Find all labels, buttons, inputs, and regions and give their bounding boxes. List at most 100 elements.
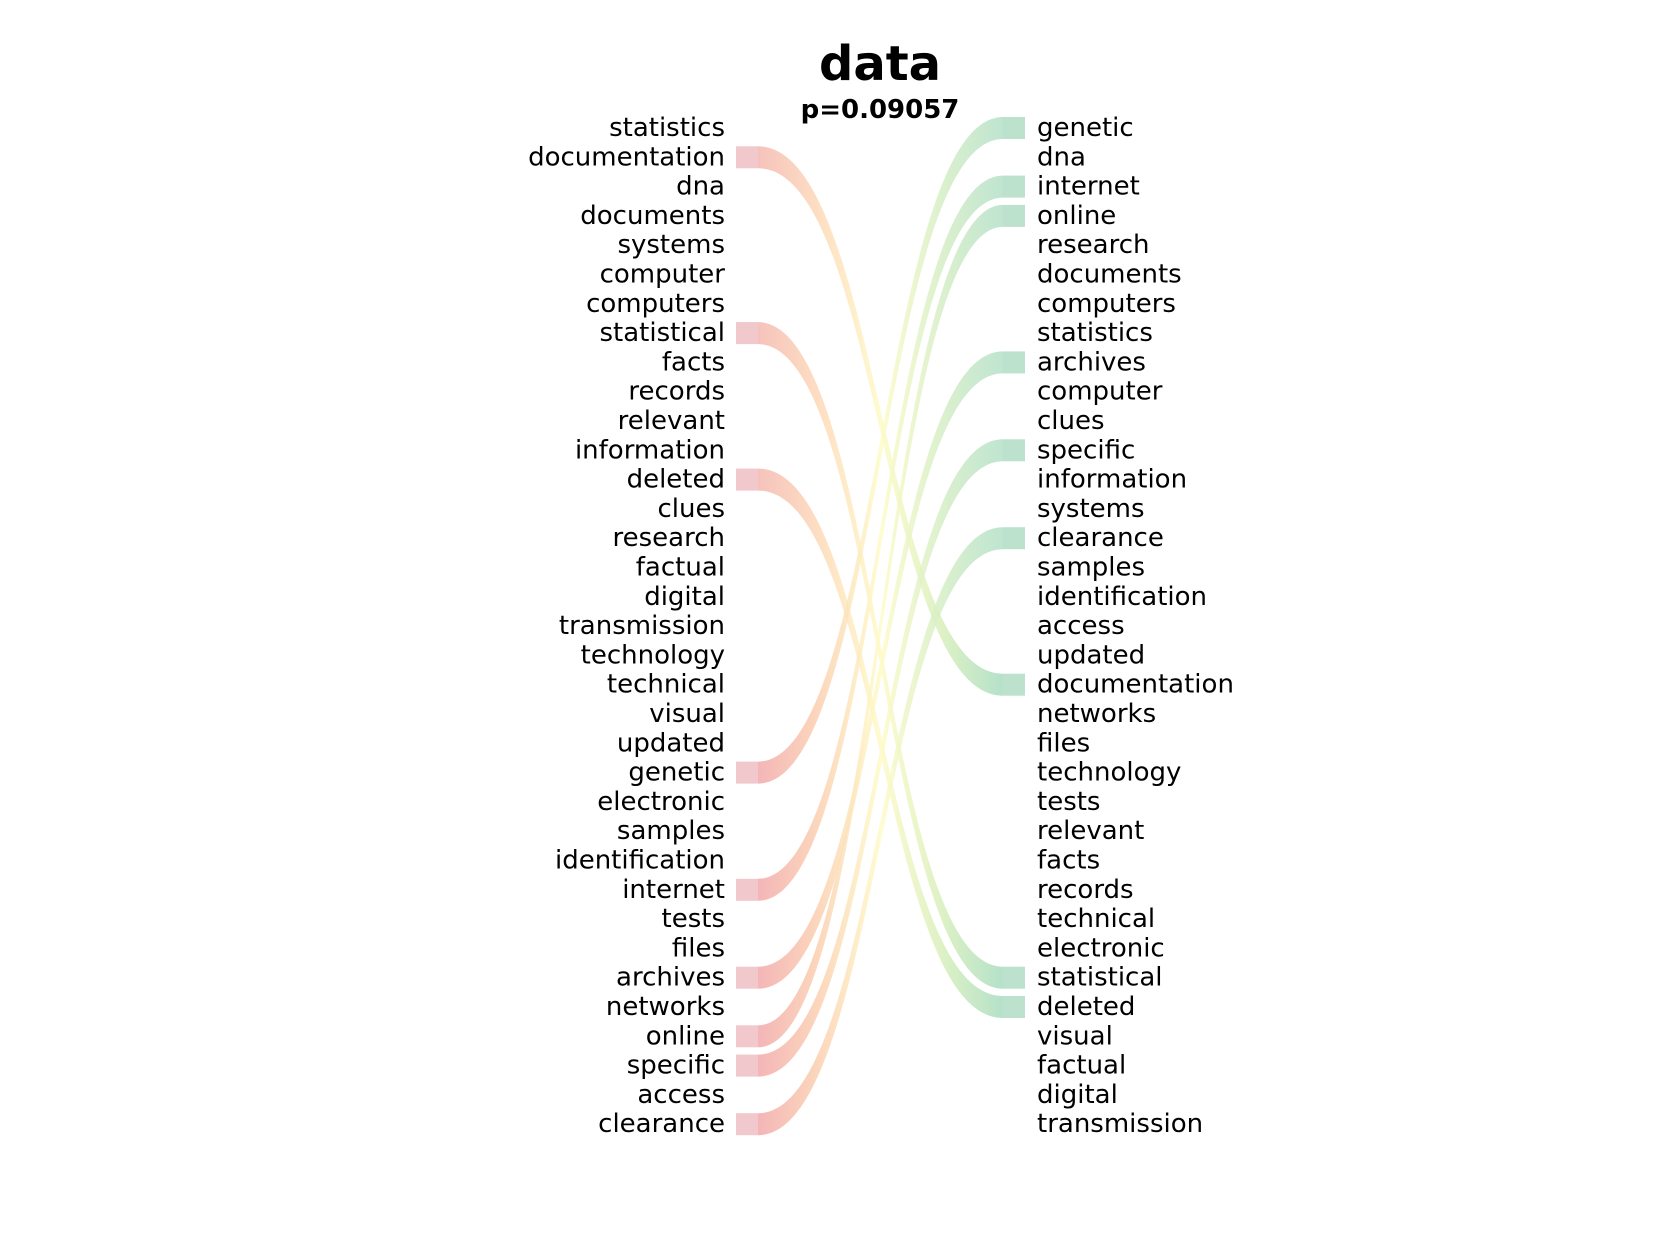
left-word-label: records	[628, 377, 725, 407]
right-word-label: files	[1037, 728, 1090, 758]
right-word-label: tests	[1037, 787, 1100, 817]
right-word-label: clearance	[1037, 523, 1164, 553]
right-word-label: digital	[1037, 1080, 1118, 1110]
left-word-label: dna	[676, 172, 725, 202]
right-marker-genetic	[1003, 117, 1025, 139]
left-word-label: technical	[607, 670, 725, 700]
left-word-label: systems	[617, 230, 725, 260]
right-marker-online	[1003, 204, 1025, 227]
left-word-label: research	[613, 523, 725, 553]
right-word-label: information	[1037, 465, 1187, 495]
left-word-label: online	[646, 1021, 725, 1051]
left-word-label: documents	[580, 201, 725, 231]
right-word-label: transmission	[1037, 1109, 1203, 1139]
link-band-deleted	[758, 468, 1003, 1019]
left-word-label: visual	[649, 699, 725, 729]
left-word-label: digital	[644, 582, 725, 612]
left-word-label: archives	[616, 963, 725, 993]
right-word-label: statistics	[1037, 318, 1153, 348]
right-marker-specific	[1003, 439, 1025, 462]
left-marker-specific	[736, 1054, 758, 1077]
right-word-label: networks	[1037, 699, 1156, 729]
left-marker-archives	[736, 966, 758, 989]
link-band-online	[758, 204, 1003, 1048]
right-word-label: computer	[1037, 377, 1163, 407]
right-marker-statistical	[1003, 966, 1025, 989]
link-band-genetic	[758, 117, 1003, 784]
left-word-label: computers	[586, 289, 725, 319]
right-word-label: genetic	[1037, 113, 1134, 143]
link-band-archives	[758, 351, 1003, 989]
left-word-label: statistical	[599, 318, 725, 348]
chart-title: data	[819, 36, 941, 92]
left-word-label: technology	[581, 640, 725, 670]
right-word-label: documentation	[1037, 670, 1234, 700]
links-layer	[758, 117, 1003, 1136]
left-word-label: information	[575, 435, 725, 465]
left-word-label: electronic	[597, 787, 725, 817]
right-marker-clearance	[1003, 527, 1025, 550]
left-marker-online	[736, 1025, 758, 1048]
left-word-label: updated	[617, 728, 725, 758]
right-word-label: specific	[1037, 435, 1135, 465]
link-band-statistical	[758, 322, 1003, 989]
right-word-label: access	[1037, 611, 1125, 641]
markers-layer	[736, 117, 1025, 1136]
left-word-label: networks	[606, 992, 725, 1022]
right-word-label: dna	[1037, 142, 1086, 172]
left-word-label: tests	[662, 904, 725, 934]
left-marker-internet	[736, 878, 758, 901]
chart-subtitle: p=0.09057	[801, 95, 960, 125]
left-word-label: files	[672, 933, 725, 963]
right-word-label: online	[1037, 201, 1116, 231]
left-word-label: clues	[657, 494, 725, 524]
right-word-label: statistical	[1037, 963, 1163, 993]
left-word-label: samples	[617, 816, 725, 846]
right-word-label: records	[1037, 875, 1134, 905]
right-word-label: documents	[1037, 260, 1182, 290]
right-marker-archives	[1003, 351, 1025, 374]
right-word-label: research	[1037, 230, 1149, 260]
left-word-label: facts	[662, 347, 725, 377]
left-marker-genetic	[736, 761, 758, 784]
right-word-label: visual	[1037, 1021, 1113, 1051]
left-marker-clearance	[736, 1113, 758, 1136]
right-word-label: deleted	[1037, 992, 1135, 1022]
left-word-label: genetic	[628, 758, 725, 788]
left-word-label: transmission	[559, 611, 725, 641]
left-word-label: identification	[555, 846, 725, 876]
left-word-label: internet	[622, 875, 725, 905]
right-word-label: technical	[1037, 904, 1155, 934]
right-word-label: factual	[1037, 1051, 1126, 1081]
right-word-label: clues	[1037, 406, 1105, 436]
link-band-documentation	[758, 146, 1003, 696]
right-marker-internet	[1003, 175, 1025, 198]
right-word-label: facts	[1037, 846, 1100, 876]
left-marker-statistical	[736, 322, 758, 345]
left-word-label: relevant	[618, 406, 725, 436]
labels-layer: statisticsdocumentationdnadocumentssyste…	[528, 113, 1234, 1139]
link-band-clearance	[758, 527, 1003, 1136]
link-band-internet	[758, 175, 1003, 901]
right-word-label: identification	[1037, 582, 1207, 612]
right-marker-documentation	[1003, 673, 1025, 696]
left-word-label: clearance	[598, 1109, 725, 1139]
left-marker-documentation	[736, 146, 758, 169]
left-word-label: deleted	[627, 465, 725, 495]
right-word-label: computers	[1037, 289, 1176, 319]
left-word-label: statistics	[609, 113, 725, 143]
right-word-label: internet	[1037, 172, 1140, 202]
left-marker-deleted	[736, 468, 758, 491]
link-band-specific	[758, 439, 1003, 1077]
right-word-label: technology	[1037, 758, 1181, 788]
left-word-label: access	[637, 1080, 725, 1110]
right-word-label: updated	[1037, 640, 1145, 670]
left-word-label: factual	[636, 553, 725, 583]
left-word-label: computer	[600, 260, 726, 290]
right-word-label: systems	[1037, 494, 1145, 524]
right-marker-deleted	[1003, 996, 1025, 1018]
right-word-label: electronic	[1037, 933, 1165, 963]
left-word-label: documentation	[528, 142, 725, 172]
right-word-label: relevant	[1037, 816, 1144, 846]
